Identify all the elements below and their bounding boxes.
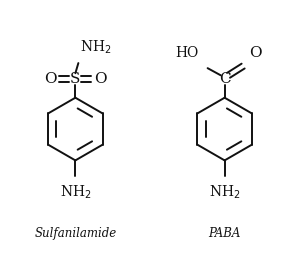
Text: NH$_2$: NH$_2$ — [60, 183, 91, 201]
Text: NH$_2$: NH$_2$ — [209, 183, 240, 201]
Text: O: O — [94, 72, 107, 86]
Text: O: O — [249, 46, 262, 60]
Text: O: O — [44, 72, 57, 86]
Text: S: S — [70, 72, 81, 86]
Text: NH$_2$: NH$_2$ — [80, 39, 112, 56]
Text: Sulfanilamide: Sulfanilamide — [34, 227, 116, 240]
Text: PABA: PABA — [208, 227, 241, 240]
Text: C: C — [219, 72, 230, 86]
Text: HO: HO — [176, 46, 199, 60]
